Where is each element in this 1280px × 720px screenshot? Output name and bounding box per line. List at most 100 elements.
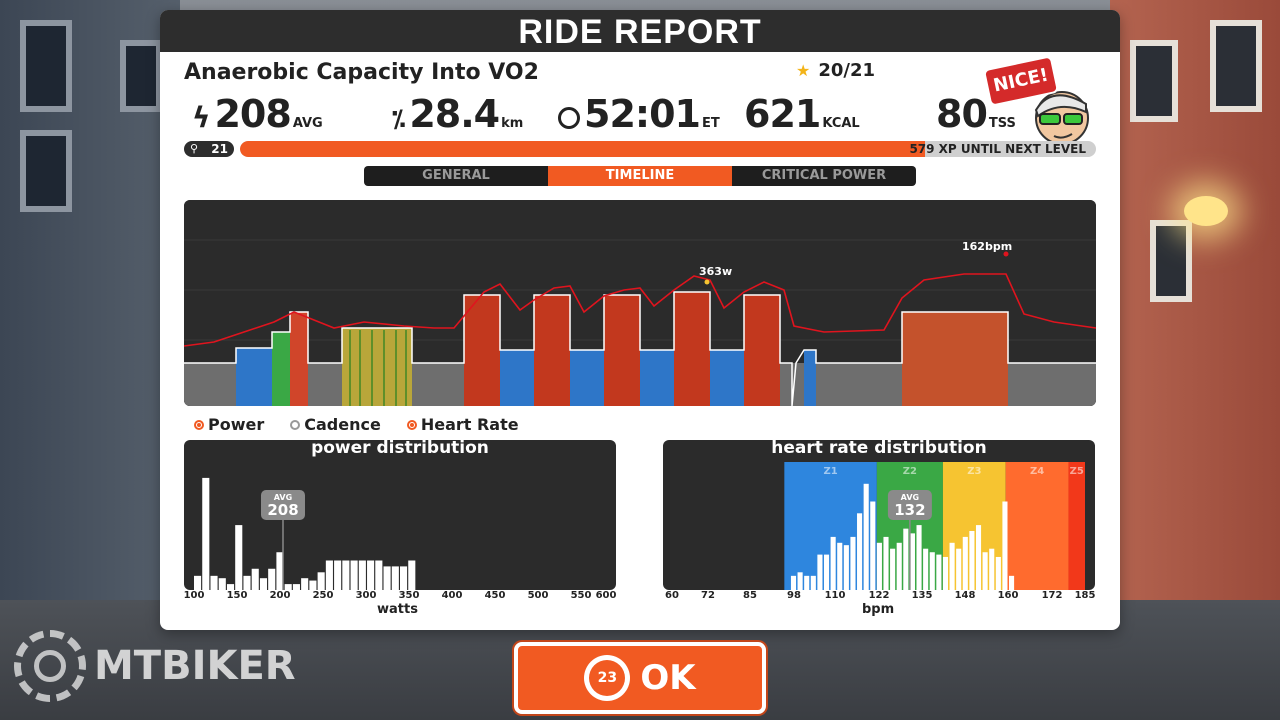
power-tick: 100 bbox=[183, 590, 205, 601]
lightning-icon: ϟ bbox=[192, 101, 211, 134]
distribution-bar bbox=[883, 536, 889, 590]
bike-icon: ⚲ bbox=[190, 142, 199, 155]
hr-zone-band bbox=[1005, 462, 1069, 590]
distance-icon: ⁒ bbox=[392, 105, 406, 133]
hr-distribution-chart: heart rate distribution Z1 Z2 Z3 Z4 Z5 AVG 132 bbox=[663, 440, 1095, 590]
level-badge: ⚲ 21 bbox=[184, 141, 234, 157]
countdown-icon: 23 bbox=[584, 655, 631, 701]
power-tick: 300 bbox=[355, 590, 377, 601]
distribution-bar bbox=[1009, 575, 1015, 590]
hr-tick: 148 bbox=[954, 590, 976, 601]
legend-heart-rate-label: Heart Rate bbox=[420, 415, 519, 434]
distribution-bar bbox=[202, 477, 210, 590]
avg-value: 132 bbox=[894, 501, 925, 519]
power-tick: 500 bbox=[527, 590, 549, 601]
hr-tick: 185 bbox=[1074, 590, 1096, 601]
distribution-bar bbox=[218, 578, 226, 590]
tab-critical-power[interactable]: CRITICAL POWER bbox=[732, 166, 916, 186]
distribution-bar bbox=[342, 560, 350, 590]
stat-time: 52:01 ET bbox=[558, 92, 720, 136]
xp-progress: ⚲ 21 579 XP UNTIL NEXT LEVEL bbox=[184, 140, 1096, 158]
stat-tss-unit: TSS bbox=[988, 116, 1016, 131]
legend-heart-rate[interactable]: Heart Rate bbox=[406, 415, 519, 434]
distribution-bar bbox=[956, 548, 962, 590]
timeline-svg: 363w 162bpm bbox=[184, 200, 1096, 406]
distribution-bar bbox=[810, 575, 816, 590]
power-block bbox=[342, 328, 412, 406]
toggle-on-icon bbox=[406, 419, 417, 430]
stat-tss: 80 TSS bbox=[936, 92, 1016, 136]
hr-tick: 122 bbox=[868, 590, 890, 601]
stars-value: 20/21 bbox=[818, 60, 876, 81]
distribution-bar bbox=[969, 531, 975, 590]
hr-zone-label: Z3 bbox=[967, 466, 981, 477]
stat-power: ϟ 208 AVG bbox=[192, 92, 323, 136]
tab-timeline[interactable]: TIMELINE bbox=[548, 166, 732, 186]
distribution-bar bbox=[194, 575, 202, 590]
timeline-legend: Power Cadence Heart Rate bbox=[194, 415, 519, 434]
distribution-bar bbox=[936, 554, 942, 590]
distribution-bar bbox=[837, 542, 843, 590]
legend-cadence[interactable]: Cadence bbox=[290, 415, 381, 434]
distribution-bar bbox=[210, 575, 218, 590]
hr-tick: 72 bbox=[701, 590, 715, 601]
power-distribution-chart: power distribution AVG 208 bbox=[184, 440, 616, 590]
distribution-bar bbox=[929, 552, 935, 590]
hr-zone-label: Z5 bbox=[1070, 466, 1084, 477]
legend-power[interactable]: Power bbox=[194, 415, 264, 434]
hr-tick: 160 bbox=[997, 590, 1019, 601]
stat-distance-value: 28.4 bbox=[409, 92, 500, 136]
ok-button[interactable]: 23 OK bbox=[514, 642, 766, 714]
peak-hr-label: 162bpm bbox=[962, 240, 1012, 253]
watermark-text: MTBIKER bbox=[94, 643, 296, 689]
power-tick: 350 bbox=[398, 590, 420, 601]
distribution-bar bbox=[995, 556, 1001, 590]
hr-zone-label: Z1 bbox=[823, 466, 837, 477]
hr-zone-band bbox=[1068, 462, 1085, 590]
distribution-bar bbox=[391, 566, 399, 590]
avg-label: AVG bbox=[901, 493, 919, 502]
stat-energy: 621 KCAL bbox=[744, 92, 860, 136]
xp-bar-fill bbox=[240, 141, 925, 157]
distribution-bar bbox=[804, 575, 810, 590]
power-block bbox=[570, 350, 604, 406]
hr-tick: 135 bbox=[911, 590, 933, 601]
distribution-bar bbox=[268, 568, 276, 590]
stat-energy-unit: KCAL bbox=[822, 116, 860, 131]
distribution-bar bbox=[301, 578, 309, 590]
hr-tick: 85 bbox=[743, 590, 757, 601]
distribution-bar bbox=[923, 548, 929, 590]
workout-name: Anaerobic Capacity Into VO2 bbox=[184, 60, 539, 85]
hr-zone-label: Z2 bbox=[903, 466, 917, 477]
countdown-value: 23 bbox=[589, 660, 626, 696]
distribution-bar bbox=[350, 560, 358, 590]
legend-power-label: Power bbox=[208, 415, 265, 434]
power-distribution-title: power distribution bbox=[311, 440, 489, 458]
distribution-bar bbox=[890, 548, 896, 590]
clock-icon bbox=[558, 107, 580, 129]
distribution-bar bbox=[235, 525, 243, 590]
distribution-bar bbox=[909, 533, 915, 590]
distribution-bar bbox=[962, 536, 968, 590]
power-block bbox=[290, 312, 308, 406]
distribution-bar bbox=[408, 560, 416, 590]
stat-energy-value: 621 bbox=[744, 92, 821, 136]
distribution-bar bbox=[325, 560, 333, 590]
distribution-bar bbox=[870, 501, 876, 590]
distribution-bar bbox=[830, 536, 836, 590]
xp-text: 579 XP UNTIL NEXT LEVEL bbox=[909, 142, 1086, 156]
hr-axis-label: bpm bbox=[862, 602, 895, 617]
stat-tss-value: 80 bbox=[936, 92, 988, 136]
star-icon: ★ bbox=[796, 61, 811, 80]
distribution-bar bbox=[400, 566, 408, 590]
power-block bbox=[236, 348, 274, 406]
distribution-bar bbox=[1002, 501, 1008, 590]
tab-general[interactable]: GENERAL bbox=[364, 166, 548, 186]
level-value: 21 bbox=[211, 142, 228, 156]
distribution-bar bbox=[276, 552, 284, 590]
distribution-bar bbox=[284, 584, 292, 590]
distribution-bar bbox=[916, 525, 922, 590]
distribution-bar bbox=[896, 542, 902, 590]
